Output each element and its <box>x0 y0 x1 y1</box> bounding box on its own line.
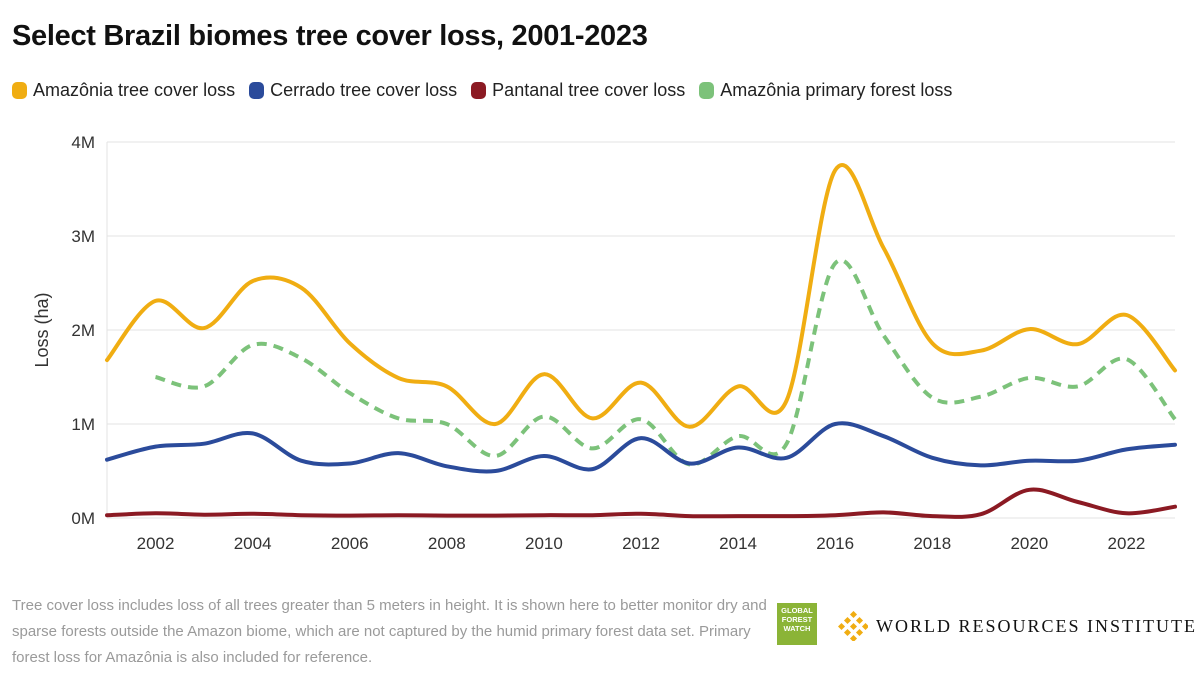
wri-name: WORLD RESOURCES INSTITUTE <box>876 615 1197 636</box>
legend-item-primary[interactable]: Amazônia primary forest loss <box>699 80 952 101</box>
gfw-logo-line: GLOBAL <box>781 606 813 615</box>
x-tick-label: 2014 <box>719 534 757 553</box>
x-tick-label: 2020 <box>1010 534 1048 553</box>
y-axis-label: Loss (ha) <box>32 292 52 367</box>
x-tick-label: 2006 <box>331 534 369 553</box>
legend-swatch-cerrado <box>249 82 265 99</box>
y-tick-label: 3M <box>71 227 95 246</box>
gfw-logo-line: FOREST <box>781 615 813 624</box>
x-tick-label: 2018 <box>913 534 951 553</box>
wri-logo: WORLD RESOURCES INSTITUTE <box>838 611 1197 641</box>
legend-label-amazonia: Amazônia tree cover loss <box>33 80 236 100</box>
legend-item-amazonia[interactable]: Amazônia tree cover loss <box>12 80 235 101</box>
y-tick-label: 2M <box>71 321 95 340</box>
y-tick-label: 0M <box>71 509 95 528</box>
wri-emblem-icon <box>838 611 868 641</box>
x-tick-label: 2002 <box>137 534 175 553</box>
y-tick-label: 4M <box>71 133 95 152</box>
chart-title: Select Brazil biomes tree cover loss, 20… <box>12 20 648 52</box>
legend-swatch-primary <box>699 82 715 99</box>
series-line-amaz-nia-tree-cover-loss <box>105 163 1177 429</box>
line-chart: 0M 1M 2M 3M 4M 2002 2004 2006 2008 2010 2012 2014 20… <box>32 133 1177 553</box>
y-tick-label: 1M <box>71 415 95 434</box>
global-forest-watch-logo: GLOBAL FOREST WATCH <box>777 603 817 645</box>
legend-item-cerrado[interactable]: Cerrado tree cover loss <box>249 80 457 101</box>
x-tick-label: 2008 <box>428 534 466 553</box>
chart-legend: Amazônia tree cover loss Cerrado tree co… <box>12 80 952 101</box>
series-line-pantanal-tree-cover-loss <box>105 487 1177 519</box>
legend-swatch-pantanal <box>471 82 487 99</box>
legend-label-primary: Amazônia primary forest loss <box>720 80 953 100</box>
x-tick-label: 2004 <box>234 534 272 553</box>
x-tick-label: 2012 <box>622 534 660 553</box>
legend-label-pantanal: Pantanal tree cover loss <box>492 80 686 100</box>
footnote: Tree cover loss includes loss of all tre… <box>12 597 767 666</box>
x-tick-label: 2022 <box>1108 534 1146 553</box>
series-line-cerrado-tree-cover-loss <box>105 421 1177 474</box>
gfw-logo-line: WATCH <box>783 624 811 633</box>
legend-swatch-amazonia <box>12 82 27 99</box>
x-tick-label: 2010 <box>525 534 563 553</box>
x-tick-label: 2016 <box>816 534 854 553</box>
legend-item-pantanal[interactable]: Pantanal tree cover loss <box>471 80 685 101</box>
legend-label-cerrado: Cerrado tree cover loss <box>270 80 458 100</box>
